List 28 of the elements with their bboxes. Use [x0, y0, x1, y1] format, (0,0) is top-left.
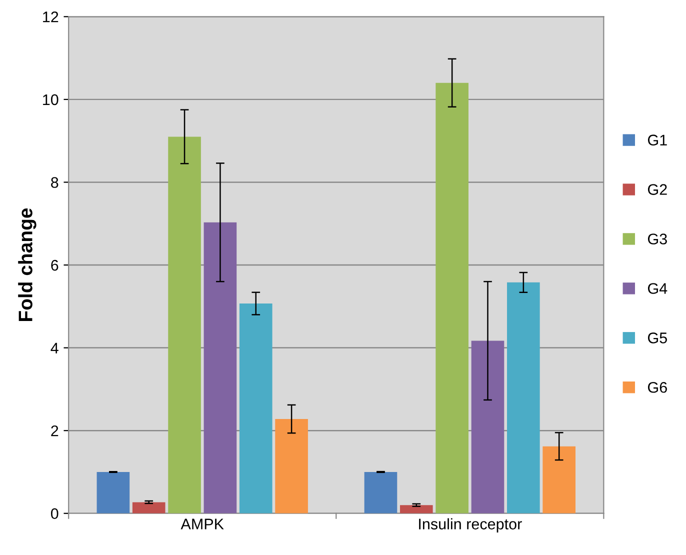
- bar: [507, 282, 540, 514]
- legend-label: G6: [648, 382, 667, 393]
- bar: [471, 340, 504, 514]
- y-tick-label: 10: [43, 94, 58, 106]
- legend-label: G3: [648, 234, 667, 244]
- legend-label: G4: [648, 283, 668, 294]
- bar: [132, 502, 166, 514]
- bar: [239, 304, 272, 514]
- y-tick-label: 8: [51, 177, 58, 188]
- y-tick-label: 6: [51, 260, 58, 271]
- bar: [275, 418, 308, 514]
- bar: [542, 446, 576, 514]
- y-axis-title: Fold change: [18, 208, 36, 321]
- bar: [204, 222, 237, 514]
- bar: [436, 82, 468, 514]
- y-tick-label: 0: [50, 508, 58, 520]
- legend-label: G1: [648, 134, 667, 146]
- bar: [168, 136, 201, 514]
- bar: [96, 472, 130, 514]
- legend-label: G5: [648, 332, 667, 344]
- bar: [364, 472, 398, 514]
- bar: [400, 505, 433, 514]
- x-tick-label: Insulin receptor: [419, 518, 522, 532]
- y-tick-label: 12: [43, 12, 58, 22]
- x-tick-label: AMPK: [180, 518, 224, 530]
- legend-label: G2: [648, 184, 667, 195]
- y-tick-label: 4: [50, 342, 58, 354]
- y-tick-label: 2: [51, 425, 58, 436]
